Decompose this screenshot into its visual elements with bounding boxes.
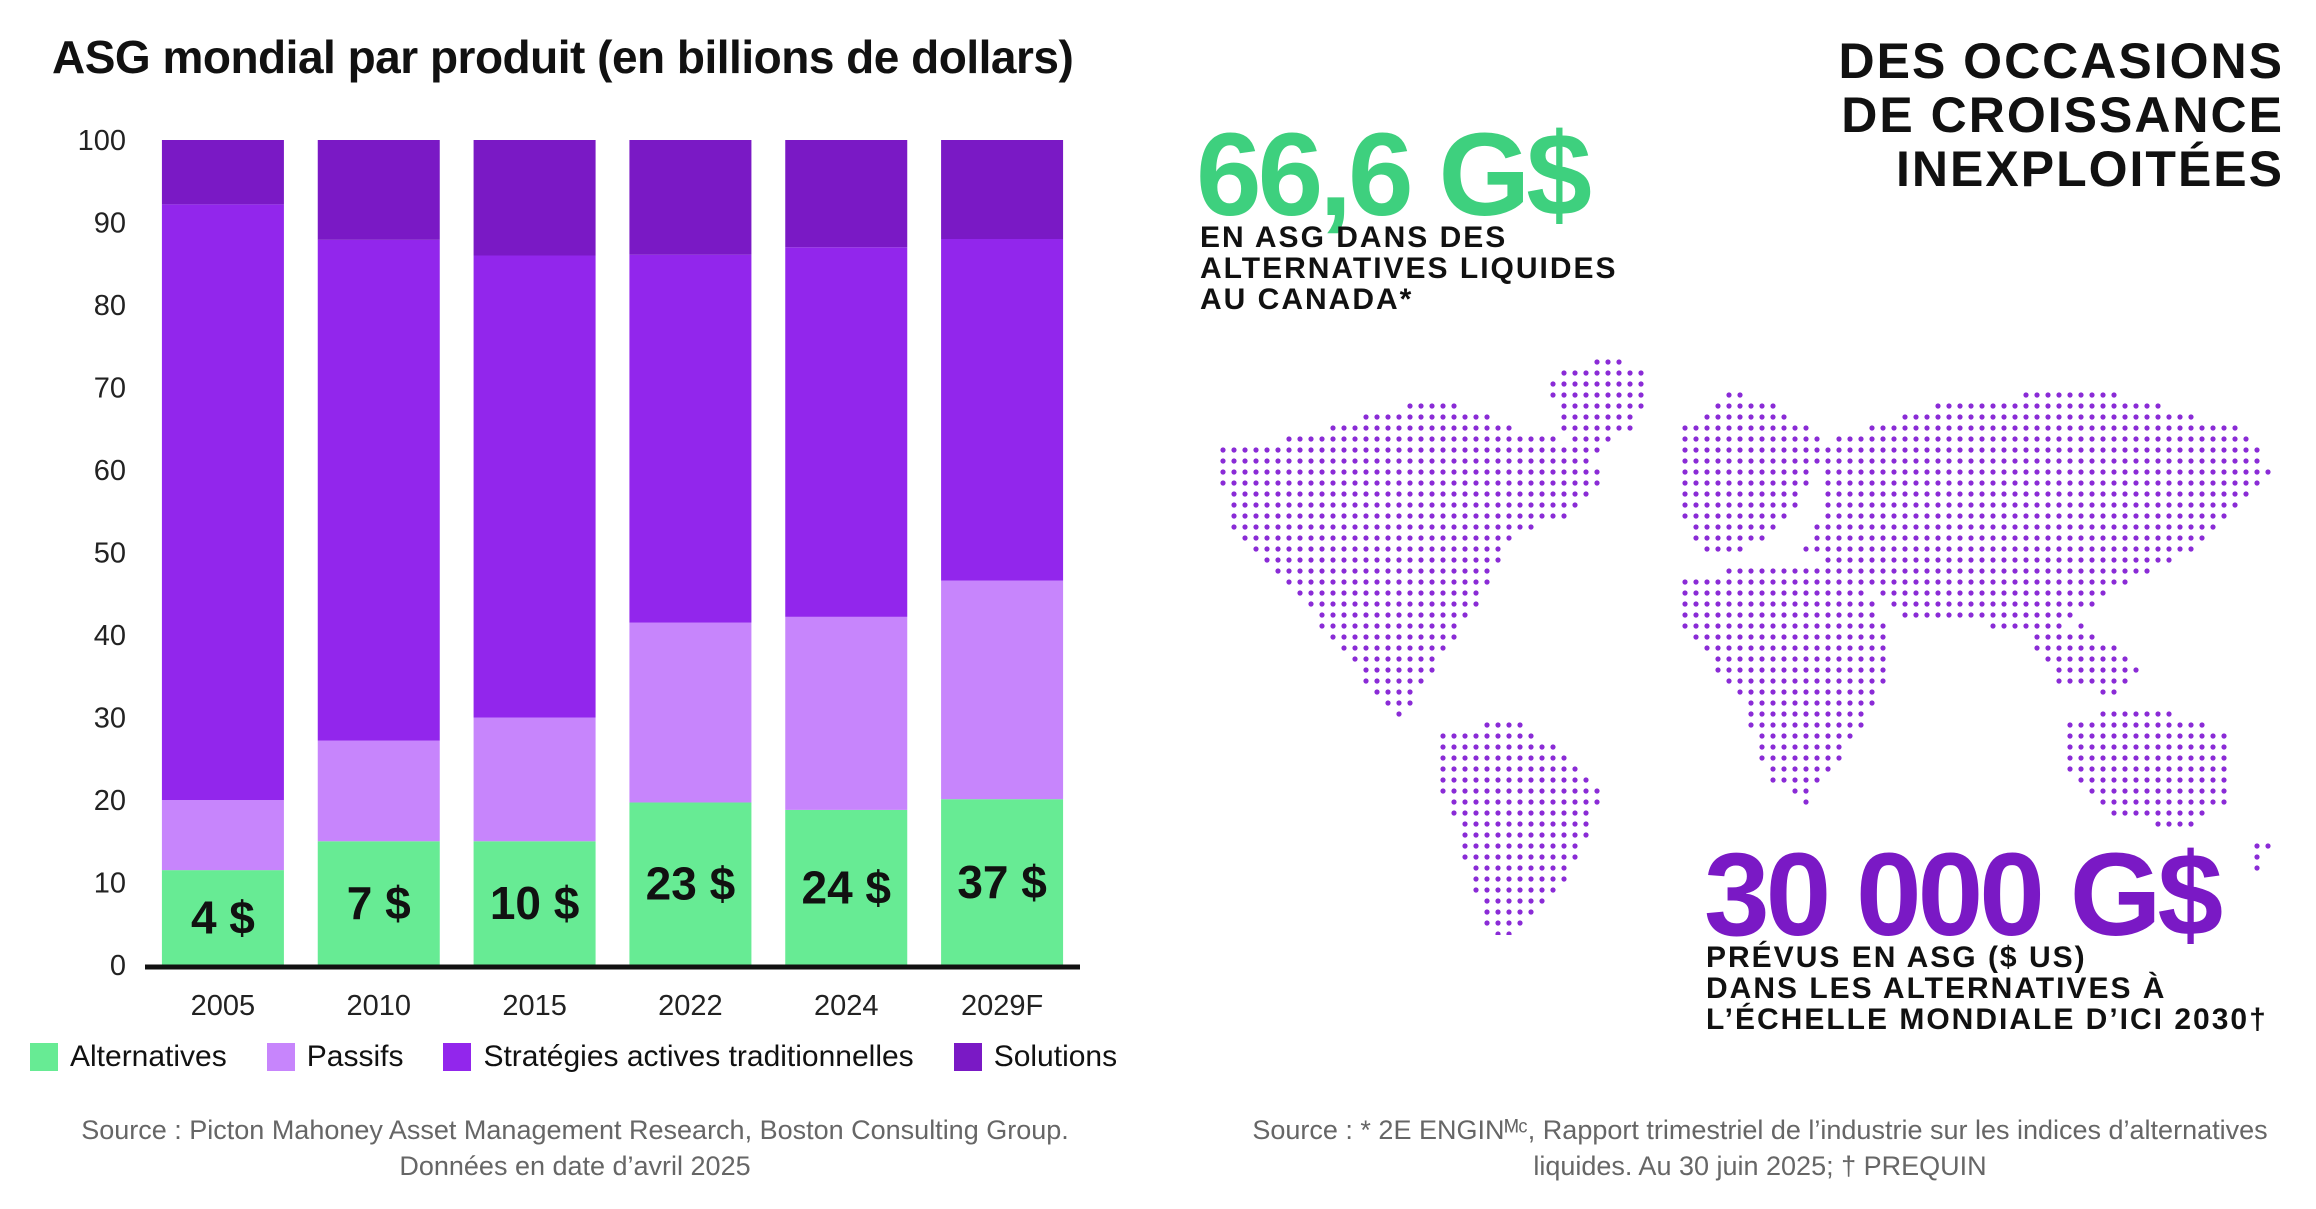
- headline: DES OCCASIONS DE CROISSANCE INEXPLOITÉES: [1838, 34, 2284, 196]
- bar-value-label-2005: 4 $: [191, 892, 255, 944]
- y-tick-label-90: 90: [94, 208, 126, 240]
- legend-item-solutions: Solutions: [953, 1040, 1118, 1074]
- bar-2010-series-3: [317, 140, 440, 240]
- bar-2015-series-1: [473, 717, 596, 842]
- y-tick-label-40: 40: [94, 620, 126, 652]
- world-map-dotted: [1220, 359, 2271, 935]
- legend-item-alternatives: Alternatives: [30, 1040, 227, 1074]
- stat-global-value: 30 000 G$: [1704, 829, 2223, 961]
- bar-2015-series-3: [473, 140, 596, 256]
- bar-2005-series-2: [161, 204, 284, 801]
- y-tick-label-10: 10: [94, 868, 126, 900]
- legend-label-passifs: Passifs: [306, 1040, 404, 1073]
- bar-series: [161, 140, 1064, 965]
- headline-line1: DES OCCASIONS: [1838, 33, 2284, 89]
- legend-item-passifs: Passifs: [266, 1040, 404, 1074]
- legend-swatch-alternatives: [30, 1043, 58, 1071]
- headline-line2: DE CROISSANCE: [1841, 87, 2284, 143]
- bar-value-labels: 4 $ 7 $ 10 $ 23 $ 24 $ 37 $: [191, 856, 1047, 943]
- bar-2005-series-0: [161, 870, 284, 965]
- stacked-bar-chart: 0 10 20 30 40 50 60 70 80 90 100 4 $ 7 $ 10 $ 23 $ 24 …: [78, 125, 1080, 1022]
- legend-label-strategies-actives: Stratégies actives traditionnelles: [483, 1040, 914, 1073]
- bar-2024-series-2: [785, 247, 908, 617]
- legend-swatch-passifs: [266, 1043, 295, 1071]
- bar-2022-series-3: [629, 140, 752, 255]
- bar-2010-series-1: [317, 740, 440, 842]
- bar-2005-series-1: [161, 800, 284, 871]
- bar-value-label-2029F: 37 $: [957, 856, 1047, 908]
- bar-value-label-2010: 7 $: [347, 877, 411, 929]
- headline-line3: INEXPLOITÉES: [1896, 141, 2284, 197]
- bar-value-label-2015: 10 $: [490, 877, 580, 929]
- bar-value-label-2024: 24 $: [801, 861, 891, 913]
- y-tick-label-20: 20: [94, 785, 126, 817]
- chart-title: ASG mondial par produit (en billions de …: [52, 31, 1074, 83]
- bar-2024-series-3: [785, 140, 908, 248]
- bar-2029F-series-3: [941, 140, 1064, 239]
- y-tick-label-50: 50: [94, 538, 126, 570]
- x-tick-label-2005: 2005: [191, 990, 256, 1022]
- stat-canada-value: 66,6 G$: [1196, 109, 1592, 241]
- x-tick-label-2015: 2015: [502, 990, 567, 1022]
- bar-2022-series-2: [629, 254, 752, 623]
- x-tick-label-2024: 2024: [814, 990, 879, 1022]
- bar-2010-series-0: [317, 841, 440, 965]
- legend-swatch-solutions: [953, 1043, 982, 1071]
- source-right-line2: liquides. Au 30 juin 2025; † PREQUIN: [1533, 1151, 1987, 1181]
- bar-2015-series-0: [473, 841, 596, 965]
- y-tick-label-80: 80: [94, 290, 126, 322]
- legend-swatch-strategies-actives: [443, 1043, 472, 1071]
- bar-2010-series-2: [317, 239, 440, 741]
- source-left-line1: Source : Picton Mahoney Asset Management…: [81, 1115, 1069, 1145]
- source-right-line1: Source : * 2E ENGINᴹᶜ, Rapport trimestri…: [1252, 1115, 2268, 1145]
- y-tick-label-30: 30: [94, 703, 126, 735]
- legend-label-solutions: Solutions: [993, 1040, 1118, 1073]
- source-note-right: Source : * 2E ENGINᴹᶜ, Rapport trimestri…: [1220, 1112, 2300, 1184]
- y-tick-label-70: 70: [94, 373, 126, 405]
- bar-value-label-2022: 23 $: [646, 858, 736, 910]
- bar-2029F-series-0: [941, 799, 1064, 965]
- bar-2024-series-1: [785, 616, 908, 810]
- bar-2022-series-0: [629, 802, 752, 965]
- legend-label-alternatives: Alternatives: [70, 1040, 227, 1073]
- y-tick-label-0: 0: [110, 950, 126, 982]
- source-note-left: Source : Picton Mahoney Asset Management…: [0, 1112, 1150, 1184]
- y-tick-label-60: 60: [94, 455, 126, 487]
- x-tick-label-2010: 2010: [346, 990, 411, 1022]
- y-tick-label-100: 100: [78, 125, 126, 157]
- legend-item-strategies-actives: Stratégies actives traditionnelles: [443, 1040, 914, 1074]
- stat-global-description: PRÉVUS EN ASG ($ US) DANS LES ALTERNATIV…: [1706, 941, 2268, 1036]
- bar-2029F-series-2: [941, 239, 1064, 581]
- bar-2024-series-0: [785, 809, 908, 965]
- y-axis: 0 10 20 30 40 50 60 70 80 90 100: [78, 125, 126, 982]
- x-axis: 2005 2010 2015 2022 2024 2029F: [145, 964, 1080, 1022]
- x-tick-label-2029F: 2029F: [961, 990, 1043, 1022]
- chart-legend: Alternatives Passifs Stratégies actives …: [30, 1040, 1157, 1074]
- bar-2015-series-2: [473, 255, 596, 718]
- x-tick-label-2022: 2022: [658, 990, 723, 1022]
- stat-canada-description: EN ASG DANS DES ALTERNATIVES LIQUIDES AU…: [1200, 221, 1618, 316]
- source-left-line2: Données en date d’avril 2025: [399, 1151, 751, 1181]
- bar-2029F-series-1: [941, 580, 1064, 800]
- bar-2005-series-3: [161, 140, 284, 205]
- bar-2022-series-1: [629, 622, 752, 803]
